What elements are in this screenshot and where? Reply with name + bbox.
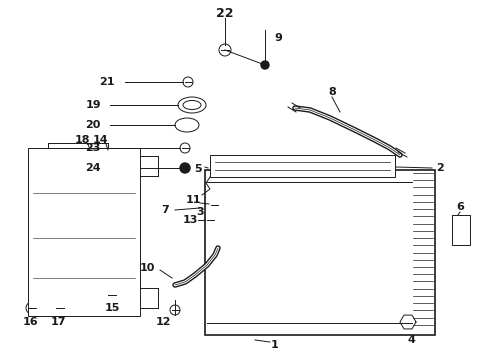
Text: 7: 7 (161, 205, 169, 215)
Bar (452, 215, 470, 245)
Text: 5: 5 (194, 164, 202, 174)
Text: 8: 8 (328, 87, 336, 97)
Bar (205, 170, 435, 335)
Text: 9: 9 (384, 161, 392, 171)
Text: 3: 3 (196, 207, 204, 217)
Text: 12: 12 (155, 317, 171, 327)
Text: 18: 18 (74, 135, 90, 145)
Text: 2: 2 (436, 163, 444, 173)
Text: 10: 10 (139, 263, 155, 273)
Text: 4: 4 (407, 335, 415, 345)
Text: 9: 9 (274, 33, 282, 43)
Text: 22: 22 (216, 6, 234, 19)
Text: 16: 16 (22, 317, 38, 327)
Bar (28, 148, 140, 316)
Text: 20: 20 (85, 120, 100, 130)
Text: 11: 11 (185, 195, 201, 205)
Text: 1: 1 (271, 340, 279, 350)
Text: 24: 24 (85, 163, 101, 173)
Text: 21: 21 (99, 77, 115, 87)
Text: 13: 13 (182, 215, 197, 225)
Text: 23: 23 (85, 143, 100, 153)
Text: 17: 17 (50, 317, 66, 327)
Text: 19: 19 (85, 100, 101, 110)
Circle shape (261, 61, 269, 69)
Text: 6: 6 (456, 202, 464, 212)
Text: 14: 14 (92, 135, 108, 145)
Text: 15: 15 (104, 303, 120, 313)
Bar (210, 155, 395, 177)
Circle shape (180, 163, 190, 173)
